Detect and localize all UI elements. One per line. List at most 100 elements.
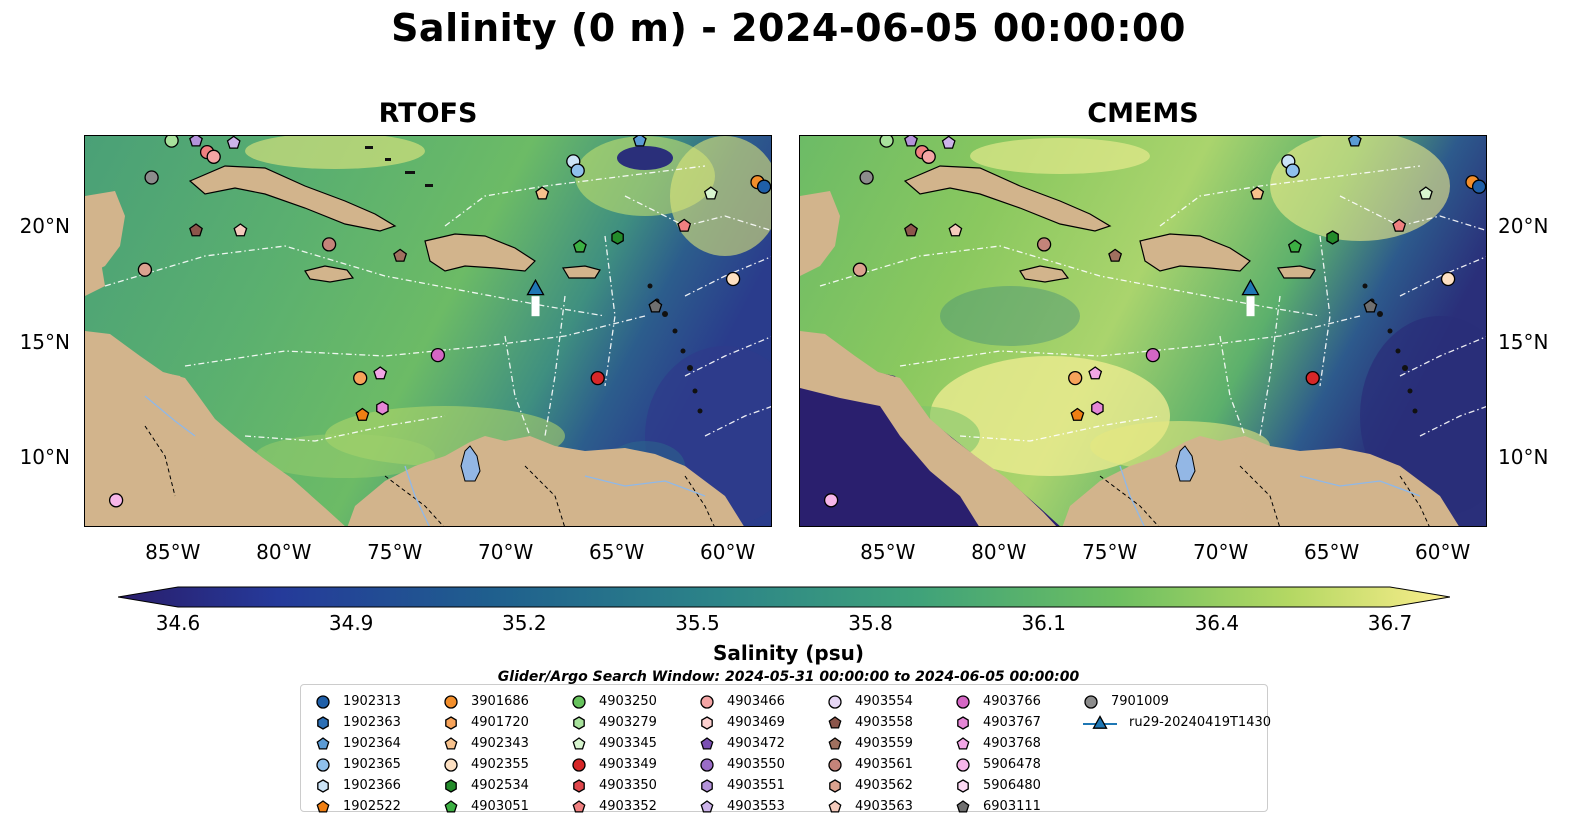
float-marker <box>1287 239 1302 253</box>
legend-label: 4902355 <box>471 757 529 772</box>
legend-item: 1902366 <box>315 775 401 796</box>
hexagon-marker-icon <box>701 778 713 793</box>
circle-marker-icon <box>956 757 970 772</box>
float-marker <box>648 299 663 313</box>
map-rtofs[interactable] <box>84 135 772 527</box>
pentagon-marker-icon <box>700 799 714 812</box>
legend-label: 1902364 <box>343 736 401 751</box>
hexagon-marker-icon <box>317 715 329 730</box>
float-marker <box>904 223 918 237</box>
tick-label: 70°W <box>1193 540 1249 564</box>
legend-item: 4903349 <box>571 754 657 775</box>
hexagon-marker-icon <box>573 778 585 793</box>
float-marker <box>393 248 408 262</box>
float-marker <box>108 493 124 508</box>
float-marker <box>879 136 894 148</box>
legend-item: 7901009 <box>1083 691 1271 712</box>
legend-item: 4902534 <box>443 775 529 796</box>
legend-label: 4903559 <box>855 736 913 751</box>
float-marker <box>1305 370 1320 386</box>
float-marker <box>1091 400 1104 416</box>
legend-item: 4903559 <box>827 733 913 754</box>
float-marker <box>1036 237 1052 252</box>
legend-label: 4903345 <box>599 736 657 751</box>
tick-label: 10°N <box>1498 444 1549 469</box>
legend-label: 4903558 <box>855 715 913 730</box>
tick-label: 85°W <box>860 540 916 564</box>
float-marker <box>321 237 337 252</box>
hexagon-marker-icon <box>829 778 841 793</box>
legend-item: 4903554 <box>827 691 913 712</box>
circle-marker-icon <box>828 694 842 709</box>
legend-item: 4903051 <box>443 796 529 817</box>
legend-label: 4903554 <box>855 694 913 709</box>
glider-icon <box>526 278 545 296</box>
float-markers-cmems <box>823 136 1486 508</box>
legend-label: 4903563 <box>855 799 913 814</box>
float-marker <box>355 407 370 421</box>
float-marker <box>1471 179 1486 194</box>
colorbar-tick-label: 36.1 <box>1021 611 1066 635</box>
legend-item: 4903350 <box>571 775 657 796</box>
colorbar-svg <box>117 586 1451 608</box>
hexagon-marker-icon <box>573 715 585 730</box>
colorbar <box>117 586 1451 608</box>
legend-item: 4903768 <box>955 733 1041 754</box>
circle-marker-icon <box>700 694 714 709</box>
figure-title: Salinity (0 m) - 2024-06-05 00:00:00 <box>391 6 1186 50</box>
float-marker <box>226 136 241 149</box>
legend-label: 4902343 <box>471 736 529 751</box>
float-marker <box>1145 347 1161 363</box>
circle-marker-icon <box>316 694 330 709</box>
legend-item: 5906478 <box>955 754 1041 775</box>
legend-label: 4903472 <box>727 736 785 751</box>
hexagon-marker-icon <box>957 715 969 730</box>
legend-label: 4903279 <box>599 715 657 730</box>
pentagon-marker-icon <box>572 799 586 812</box>
hexagon-marker-icon <box>445 778 457 793</box>
legend-item: 4903469 <box>699 712 785 733</box>
tick-label: 65°W <box>1304 540 1360 564</box>
map-cmems[interactable] <box>799 135 1487 527</box>
legend-label: 4903768 <box>983 736 1041 751</box>
tick-label: 15°N <box>19 329 70 354</box>
legend-item: 4903466 <box>699 691 785 712</box>
float-marker <box>376 400 389 416</box>
legend-item: 5906480 <box>955 775 1041 796</box>
legend-item: 1902364 <box>315 733 401 754</box>
glider-legend-icon <box>1083 714 1117 729</box>
float-marker <box>921 149 936 164</box>
tick-label: 15°N <box>1498 329 1549 354</box>
map-rtofs-canvas <box>85 136 771 526</box>
circle-marker-icon <box>444 757 458 772</box>
legend-item: 4903766 <box>955 691 1041 712</box>
legend-label: 4903553 <box>727 799 785 814</box>
tick-label: 60°W <box>1414 540 1471 564</box>
legend-item: 4903345 <box>571 733 657 754</box>
float-marker <box>1070 407 1085 421</box>
glider-track <box>1246 296 1255 317</box>
pentagon-marker-icon <box>700 736 714 749</box>
colorbar-tick-label: 36.4 <box>1194 611 1240 635</box>
colorbar-label: Salinity (psu) <box>712 641 864 665</box>
legend-item: 1902363 <box>315 712 401 733</box>
float-marker <box>144 170 159 185</box>
legend-item: 4903250 <box>571 691 657 712</box>
float-marker <box>859 170 874 185</box>
float-marker <box>941 136 956 149</box>
tick-label: 20°N <box>1498 214 1549 239</box>
pentagon-marker-icon <box>828 799 842 812</box>
colorbar-tick-label: 34.6 <box>155 611 201 635</box>
float-marker <box>570 163 585 178</box>
legend-column: 4903250 4903279 4903345 4903349 4903350 49033… <box>571 691 657 817</box>
float-marker <box>1285 163 1300 178</box>
pentagon-marker-icon <box>956 736 970 749</box>
legend-label: 4903051 <box>471 799 529 814</box>
legend-item: 4903558 <box>827 712 913 733</box>
legend-label: 4903561 <box>855 757 913 772</box>
float-marker <box>189 223 203 237</box>
hexagon-marker-icon <box>701 715 713 730</box>
float-marker <box>233 223 248 237</box>
float-marker <box>632 136 647 147</box>
tick-label: 20°N <box>19 214 70 239</box>
